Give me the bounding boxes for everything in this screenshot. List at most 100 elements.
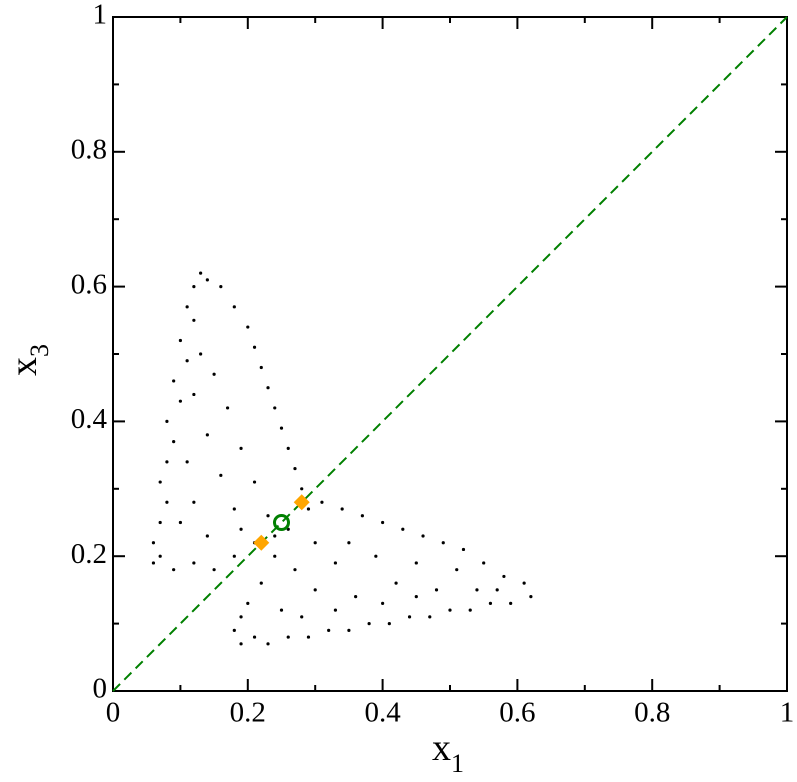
scatter-point (192, 392, 196, 397)
scatter-point (219, 473, 223, 477)
scatter-point (300, 487, 304, 491)
scatter-point (488, 601, 493, 605)
scatter-point (495, 588, 499, 592)
diamond-marker (293, 494, 310, 511)
scatter-point (502, 574, 506, 579)
scatter-point (172, 379, 176, 383)
scatter-point (360, 514, 364, 518)
scatter-point (185, 359, 189, 363)
scatter-point (367, 622, 371, 626)
scatter-point (252, 345, 257, 349)
scatter-point (205, 534, 209, 538)
scatter-point (239, 615, 243, 619)
scatter-point (347, 541, 351, 545)
scatter-point (273, 554, 277, 558)
scatter-point (286, 635, 290, 639)
scatter-point (239, 642, 243, 646)
scatter-point (172, 440, 176, 444)
scatter-point (239, 446, 243, 450)
scatter-point (306, 635, 311, 639)
scatter-point (212, 568, 216, 572)
scatter-point (279, 608, 284, 612)
scatter-point (455, 568, 459, 572)
scatter-point (165, 500, 169, 504)
scatter-point (293, 466, 297, 471)
diamond-marker (253, 534, 270, 551)
y-axis-label-base: x (3, 357, 45, 376)
scatter-point (185, 460, 189, 464)
scatter-point (205, 433, 209, 437)
x-axis-label-base: x (432, 727, 451, 769)
scatter-point (239, 527, 243, 531)
scatter-point (273, 534, 277, 538)
scatter-point (259, 581, 263, 585)
scatter-point (421, 534, 425, 538)
plot-frame (112, 16, 788, 692)
scatter-point (414, 595, 418, 599)
scatter-point (340, 507, 344, 511)
scatter-point (522, 581, 526, 585)
scatter-point (374, 554, 378, 558)
scatter-point (252, 480, 257, 484)
scatter-point (266, 642, 270, 646)
x-tick-label: 0.4 (364, 697, 401, 729)
scatter-point (468, 608, 472, 612)
scatter-point (394, 581, 398, 585)
scatter-point (306, 507, 311, 511)
circle-marker (273, 514, 290, 531)
scatter-point (293, 568, 297, 572)
x-tick-label: 0.6 (499, 697, 535, 729)
scatter-point (225, 406, 230, 410)
y-axis-label-sub: 3 (25, 344, 54, 357)
y-tick-label: 0.8 (71, 133, 107, 165)
scatter-point (347, 628, 351, 632)
y-tick-label: 1 (93, 0, 108, 31)
scatter-point (387, 622, 391, 626)
scatter-point (381, 520, 385, 525)
scatter-point (401, 527, 405, 531)
scatter-point (192, 561, 196, 565)
reference-line (112, 16, 788, 692)
scatter-point (482, 561, 486, 565)
x-tick-label: 1 (780, 697, 795, 729)
scatter-point (232, 554, 236, 558)
scatter-point (434, 588, 439, 592)
scatter-point (232, 507, 236, 511)
scatter-point (192, 285, 196, 289)
scatter-point (529, 595, 533, 599)
x-tick-label: 0 (106, 697, 121, 729)
scatter-point (327, 628, 331, 632)
scatter-point (232, 628, 236, 632)
scatter-point (461, 547, 466, 552)
x-tick-label: 0.2 (230, 697, 266, 729)
scatter-point (185, 305, 189, 309)
y-axis-label: x3 (3, 344, 54, 376)
scatter-point (313, 541, 317, 545)
scatter-point (279, 426, 284, 430)
x-axis-label-sub: 1 (451, 749, 464, 778)
scatter-point (178, 520, 182, 525)
scatter-point (273, 406, 277, 410)
scatter-point (151, 561, 156, 565)
y-tick-label: 0.4 (71, 403, 108, 435)
scatter-point (165, 419, 169, 423)
scatter-point (313, 588, 317, 592)
x-axis-label: x1 (432, 727, 464, 778)
scatter-point (232, 305, 236, 309)
scatter-point (212, 372, 216, 376)
scatter-point (414, 561, 418, 565)
scatter-point (381, 601, 385, 605)
scatter-point (158, 554, 162, 558)
scatter-point (320, 500, 324, 504)
scatter-point (165, 460, 169, 464)
scatter-point (205, 278, 209, 282)
scatter-point (333, 561, 338, 565)
scatter-point (172, 568, 176, 572)
scatter-point (192, 318, 196, 322)
scatter-point (178, 338, 182, 343)
scatter-point (407, 615, 412, 619)
scatter-point (192, 500, 196, 504)
y-tick-label: 0 (93, 673, 108, 705)
